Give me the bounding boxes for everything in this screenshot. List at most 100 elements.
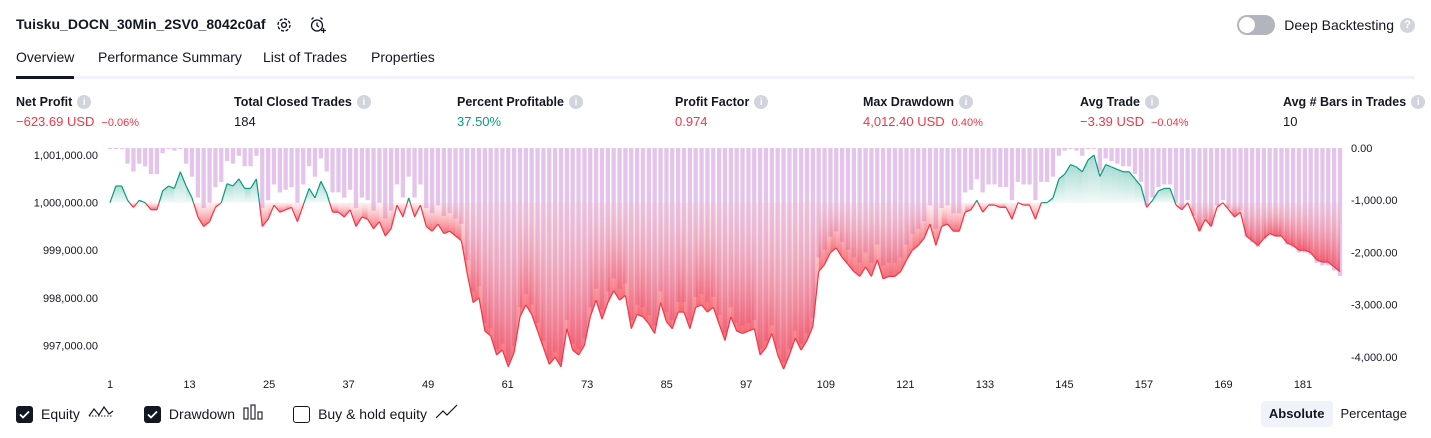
equity-line-segment: [624, 295, 632, 329]
drawdown-bar: [957, 148, 962, 214]
equity-line-segment: [302, 202, 305, 206]
help-icon[interactable]: ?: [1400, 17, 1415, 33]
drawdown-checkbox[interactable]: [143, 405, 161, 423]
gear-icon[interactable]: [273, 14, 295, 36]
drawdown-bar: [951, 148, 956, 214]
equity-area-segment: [479, 202, 485, 332]
equity-line-segment: [285, 206, 292, 211]
info-icon[interactable]: i: [1144, 95, 1159, 109]
equity-area-segment: [807, 202, 813, 341]
equity-area-segment: [432, 202, 438, 232]
x-axis-tick-label: 121: [896, 379, 914, 391]
equity-line-segment: [830, 247, 837, 254]
equity-area-segment: [192, 197, 194, 203]
drawdown-bar: [148, 148, 154, 175]
add-alert-icon[interactable]: [307, 14, 329, 36]
equity-line-segment: [1150, 199, 1154, 204]
deep-backtesting-toggle[interactable]: [1237, 15, 1276, 35]
equity-line-segment: [197, 216, 205, 227]
drawdown-bar: [412, 148, 417, 198]
equity-line-segment: [935, 226, 943, 246]
drawdown-bar: [312, 148, 318, 177]
equity-area-segment: [203, 202, 210, 227]
left-axis-labels: 1,001,000.00 1,000,000.00 999,000.00 998,00…: [34, 150, 98, 352]
left-axis-tick-label: 999,000.00: [43, 245, 98, 257]
tab-performance-summary[interactable]: Performance Summary: [98, 49, 242, 65]
equity-area-segment: [1123, 171, 1130, 203]
left-axis-tick-label: 1,000,000.00: [34, 198, 98, 210]
info-icon[interactable]: i: [754, 95, 769, 109]
drawdown-bar: [389, 148, 394, 211]
equity-line-segment: [583, 316, 591, 346]
equity-line-segment: [156, 202, 160, 210]
equity-line-segment: [226, 183, 234, 187]
drawdown-bar: [236, 148, 241, 156]
equity-line-segment: [326, 193, 331, 203]
legend-buy-hold[interactable]: Buy & hold equity: [293, 403, 459, 426]
equity-line-segment: [109, 185, 117, 203]
equity-line-segment: [560, 328, 568, 367]
info-icon[interactable]: i: [1411, 95, 1426, 109]
drawdown-bar: [1232, 148, 1237, 216]
right-axis-tick-label: 0.00: [1351, 143, 1372, 155]
toggle-knob: [1239, 17, 1256, 33]
equity-area-segment: [379, 202, 386, 236]
equity-area-segment: [859, 202, 866, 277]
equity-line-segment: [129, 202, 134, 208]
info-icon[interactable]: i: [959, 95, 973, 109]
equity-checkbox[interactable]: [16, 405, 33, 423]
equity-line-segment: [818, 264, 826, 272]
equity-area-segment: [1064, 164, 1071, 203]
info-icon[interactable]: i: [356, 95, 371, 109]
drawdown-bar: [1203, 148, 1208, 219]
drawdown-bar: [154, 148, 159, 175]
equity-area-segment: [467, 202, 474, 303]
equity-area-segment: [871, 202, 878, 277]
drawdown-bar: [230, 148, 236, 164]
equity-area-segment: [1287, 202, 1294, 246]
equity-line-segment: [1280, 235, 1288, 244]
buy-hold-checkbox[interactable]: [293, 405, 311, 423]
equity-line-segment: [179, 171, 187, 187]
legend-equity[interactable]: Equity: [16, 403, 114, 426]
metric-net-profit: Net Profit i −623.69 USD −0.06%: [16, 94, 139, 129]
equity-line-segment: [548, 356, 556, 365]
drawdown-bar: [172, 148, 177, 151]
equity-line-segment: [192, 202, 199, 218]
tab-list-of-trades[interactable]: List of Trades: [263, 49, 348, 65]
equity-line-segment: [812, 271, 820, 327]
legend-drawdown[interactable]: Drawdown: [143, 403, 263, 426]
drawdown-bar: [1220, 148, 1225, 201]
equity-line-segment: [496, 349, 503, 356]
mode-percentage[interactable]: Percentage: [1340, 406, 1408, 421]
drawdown-bar: [1068, 148, 1073, 149]
equity-line-segment: [329, 202, 334, 213]
info-icon[interactable]: i: [77, 95, 92, 109]
info-icon[interactable]: i: [568, 95, 583, 109]
metric-avg-bars: Avg # Bars in Trades i 10: [1283, 94, 1426, 129]
tab-overview[interactable]: Overview: [16, 49, 75, 79]
x-axis-tick-label: 109: [817, 379, 835, 391]
equity-line-segment: [1210, 207, 1218, 227]
tab-properties[interactable]: Properties: [371, 49, 435, 65]
equity-line-segment: [513, 316, 521, 353]
equity-line-segment: [525, 304, 533, 315]
metric-label: Net Profit: [16, 95, 73, 109]
equity-line-segment: [900, 259, 908, 272]
equity-area-segment: [408, 197, 411, 203]
drawdown-bar: [283, 148, 288, 190]
equity-area-segment: [525, 202, 532, 315]
mode-absolute[interactable]: Absolute: [1260, 401, 1333, 427]
equity-line-segment: [402, 202, 408, 218]
equity-drawdown-chart[interactable]: 1,001,000.00 1,000,000.00 999,000.00 998,00…: [0, 140, 1431, 396]
drawdown-bar: [1056, 148, 1061, 156]
equity-line-segment: [1239, 212, 1247, 237]
equity-line-segment: [1134, 178, 1142, 187]
drawdown-bar: [365, 148, 370, 201]
equity-line-segment: [847, 264, 855, 272]
drawdown-bar: [418, 148, 423, 185]
equity-area-segment: [1076, 167, 1083, 203]
equity-line-segment: [742, 330, 749, 335]
equity-area-segment: [789, 202, 796, 355]
x-axis-tick-label: 1: [107, 379, 113, 391]
